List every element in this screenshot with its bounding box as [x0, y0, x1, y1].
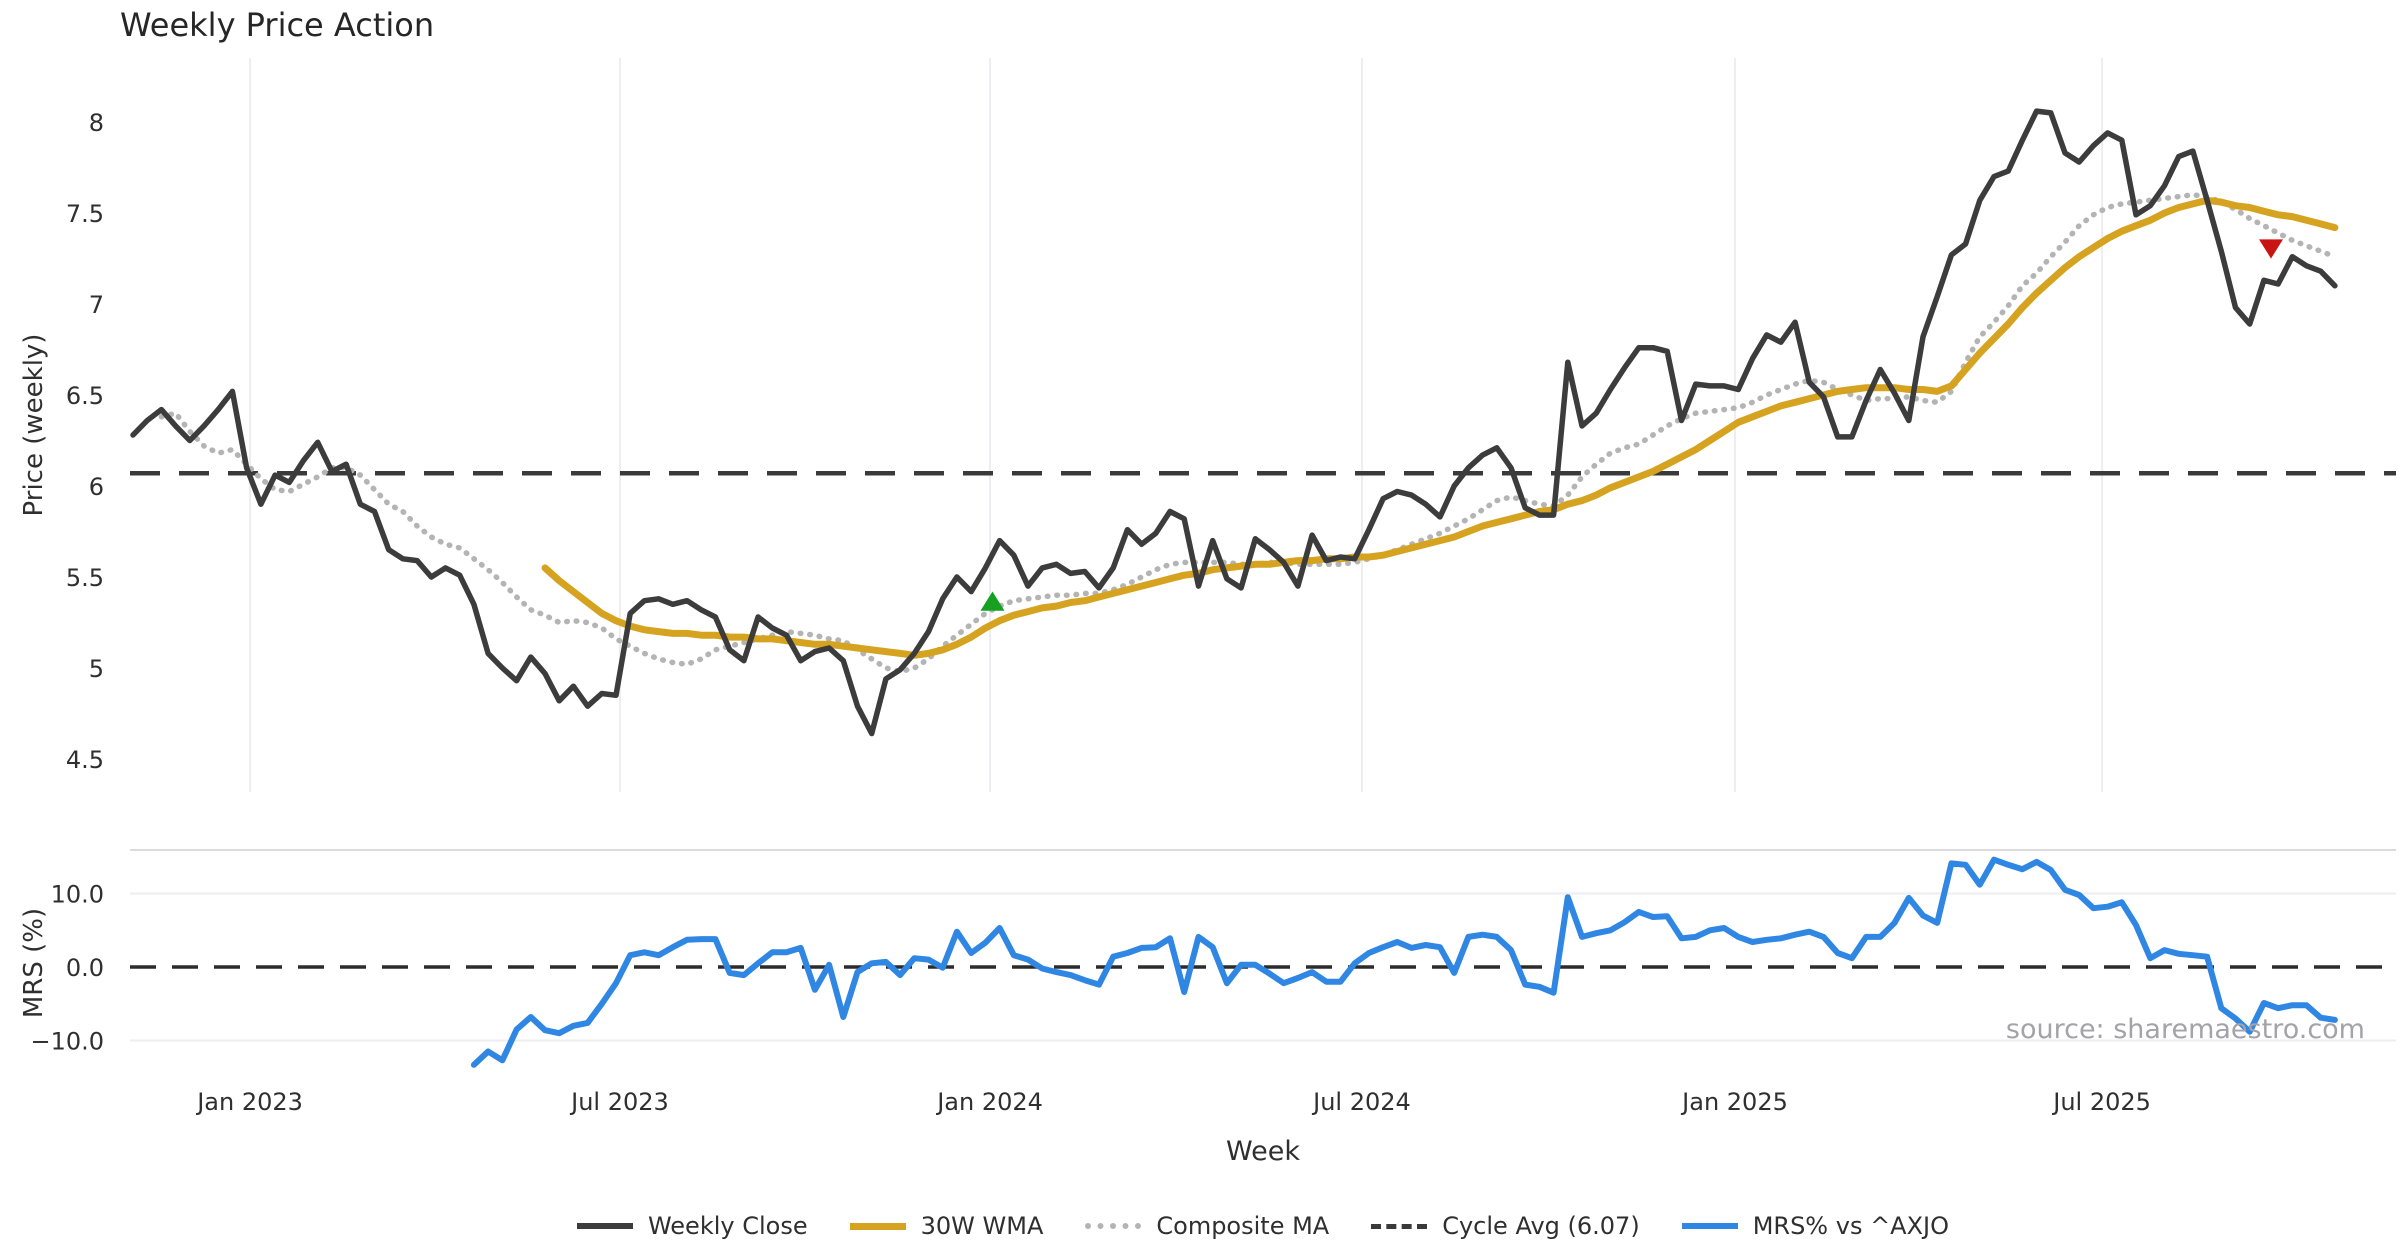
price-tick-7: 7 [89, 291, 104, 319]
mrs-vs-axjo-line [470, 856, 2338, 1068]
price-tick-7.5: 7.5 [66, 200, 104, 228]
composite-ma-swatch-icon [1085, 1223, 1142, 1229]
legend-item-cycle-avg: Cycle Avg (6.07) [1371, 1212, 1640, 1240]
legend-label: MRS% vs ^AXJO [1752, 1212, 1950, 1240]
x-tick-Jul-2025: Jul 2025 [2051, 1088, 2151, 1116]
wma-swatch-icon [849, 1222, 906, 1230]
legend: Weekly Close 30W WMA Composite MA Cycle … [163, 1206, 2363, 1246]
mrs-axis-label: MRS (%) [19, 907, 49, 1019]
mrs-swatch-icon [1681, 1223, 1738, 1229]
price-axis-label: Price (weekly) [19, 333, 49, 517]
price-tick-8: 8 [89, 109, 104, 137]
x-tick-Jul-2023: Jul 2023 [569, 1088, 669, 1116]
price-tick-5: 5 [89, 655, 104, 683]
composite-ma-line [158, 192, 2338, 675]
price-tick-6.5: 6.5 [66, 382, 104, 410]
mrs-tick-0.0: 0.0 [66, 954, 104, 982]
x-tick-Jan-2023: Jan 2023 [195, 1088, 303, 1116]
mrs-tick-10.0: 10.0 [51, 881, 104, 909]
x-tick-Jan-2024: Jan 2024 [935, 1088, 1043, 1116]
price-tick-4.5: 4.5 [66, 746, 104, 774]
buy-signal-marker-icon [980, 591, 1005, 611]
sell-signal-marker-icon [2259, 239, 2284, 259]
legend-item-composite-ma: Composite MA [1085, 1212, 1329, 1240]
legend-item-weekly-close: Weekly Close [576, 1212, 808, 1240]
legend-item-mrs: MRS% vs ^AXJO [1681, 1212, 1950, 1240]
30w-wma-line [541, 196, 2339, 659]
mrs-tick-−10.0: −10.0 [30, 1028, 104, 1056]
legend-label: Cycle Avg (6.07) [1442, 1212, 1640, 1240]
x-tick-Jul-2024: Jul 2024 [1311, 1088, 1411, 1116]
weekly-close-swatch-icon [576, 1223, 633, 1229]
source-attribution: source: sharemaestro.com [2005, 1014, 2365, 1045]
legend-label: Composite MA [1156, 1212, 1330, 1240]
cycle-avg-swatch-icon [1371, 1223, 1428, 1229]
price-tick-6: 6 [89, 473, 104, 501]
x-axis-label: Week [1226, 1136, 1300, 1167]
legend-label: 30W WMA [920, 1212, 1044, 1240]
chart-title: Weekly Price Action [120, 6, 435, 44]
legend-item-30w-wma: 30W WMA [849, 1212, 1044, 1240]
legend-label: Weekly Close [647, 1212, 808, 1240]
x-tick-Jan-2025: Jan 2025 [1680, 1088, 1788, 1116]
weekly-close-line [130, 108, 2338, 737]
price-tick-5.5: 5.5 [66, 564, 104, 592]
